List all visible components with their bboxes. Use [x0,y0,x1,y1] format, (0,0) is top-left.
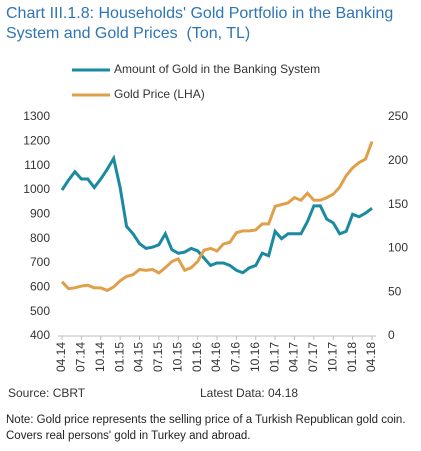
y2-tick-label: 0 [388,328,395,342]
x-tick-label: 01.18 [345,342,359,372]
y2-tick-label: 250 [388,109,408,123]
y-tick-label: 1200 [23,134,50,148]
x-tick-label: 04.15 [132,342,146,372]
legend-label: Gold Price (LHA) [114,87,205,101]
y-tick-label: 400 [30,328,50,342]
x-tick-label: 07.14 [74,342,88,372]
y-tick-label: 600 [30,280,50,294]
y2-tick-label: 150 [388,197,408,211]
y-tick-label: 1000 [23,182,50,196]
chart: Source: CBRT Latest Data: 04.18 40050060… [8,62,408,400]
series-line [60,154,373,275]
x-tick-label: 10.14 [93,342,107,372]
x-tick-label: 04.16 [209,342,223,372]
y-tick-label: 1100 [24,158,50,172]
x-tick-label: 04.14 [54,342,68,372]
y-tick-label: 500 [30,304,50,318]
x-tick-label: 04.18 [364,342,378,372]
y2-tick-label: 200 [388,153,408,167]
y2-tick-label: 50 [388,284,402,298]
x-tick-label: 10.17 [325,342,339,372]
x-tick-label: 07.15 [151,342,165,372]
x-tick-label: 10.16 [248,342,262,372]
chart-title: Chart III.1.8: Households' Gold Portfoli… [6,5,394,42]
chart-subtitle: (Ton, TL) [186,25,251,42]
series-line [60,141,374,293]
x-tick-label: 04.17 [287,342,301,372]
note: Note: Gold price represents the selling … [6,414,406,442]
x-tick-label: 01.17 [267,342,281,372]
y-tick-label: 800 [30,231,50,245]
y-tick-label: 700 [30,255,50,269]
x-tick-label: 07.16 [229,342,243,372]
x-tick-label: 01.16 [190,342,204,372]
x-tick-label: 07.17 [306,342,320,372]
latest-data: Latest Data: 04.18 [200,386,298,400]
y2-tick-label: 100 [388,241,408,255]
chart-title-block: Chart III.1.8: Households' Gold Portfoli… [6,4,416,44]
legend-label: Amount of Gold in the Banking System [114,62,320,76]
y-tick-label: 1300 [23,109,50,123]
source: Source: CBRT [8,386,86,400]
y-tick-label: 900 [30,207,50,221]
x-tick-label: 10.15 [170,342,184,372]
x-tick-label: 01.15 [112,342,126,372]
